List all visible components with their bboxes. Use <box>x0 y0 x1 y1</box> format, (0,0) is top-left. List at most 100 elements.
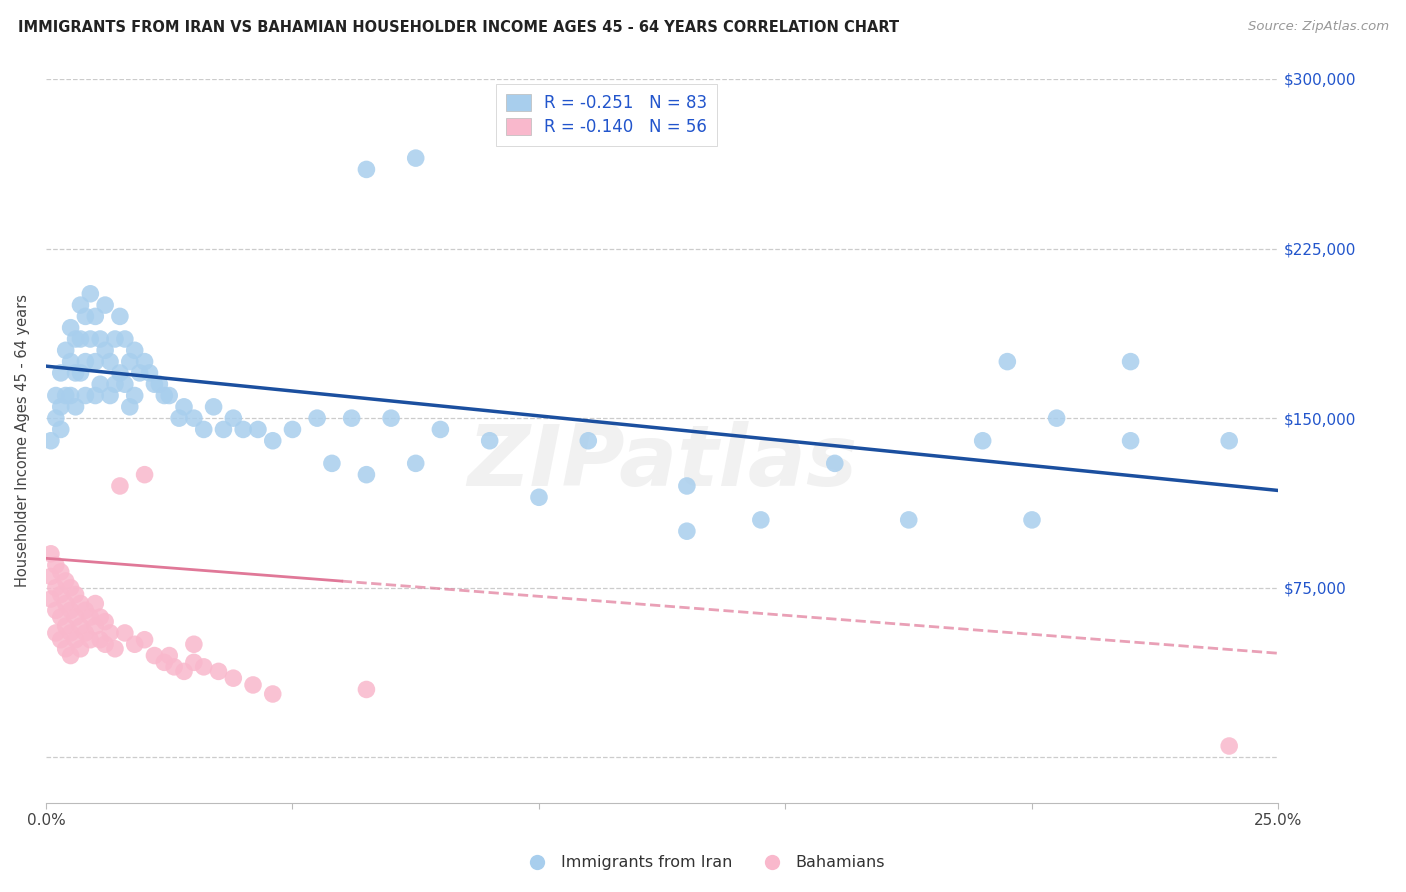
Point <box>39 434 62 448</box>
Point <box>104 377 127 392</box>
Point <box>676 524 699 539</box>
Point <box>45 581 67 595</box>
Point <box>202 400 225 414</box>
Point <box>59 581 82 595</box>
Point <box>45 626 67 640</box>
Point <box>45 558 67 573</box>
Point <box>281 422 304 436</box>
Point <box>55 641 77 656</box>
Point <box>356 467 378 482</box>
Point <box>1119 434 1142 448</box>
Point <box>98 626 121 640</box>
Point <box>49 587 72 601</box>
Point <box>118 354 141 368</box>
Point <box>84 619 107 633</box>
Point <box>114 626 136 640</box>
Point <box>39 592 62 607</box>
Point <box>59 603 82 617</box>
Point <box>356 682 378 697</box>
Point <box>124 388 146 402</box>
Legend: Immigrants from Iran, Bahamians: Immigrants from Iran, Bahamians <box>515 849 891 877</box>
Point <box>89 610 111 624</box>
Point <box>153 388 176 402</box>
Point <box>128 366 150 380</box>
Point <box>84 310 107 324</box>
Point <box>167 411 190 425</box>
Point <box>45 388 67 402</box>
Point <box>749 513 772 527</box>
Point <box>79 632 101 647</box>
Point <box>676 479 699 493</box>
Point <box>69 366 91 380</box>
Point <box>69 332 91 346</box>
Point <box>138 366 160 380</box>
Point <box>89 332 111 346</box>
Point <box>104 641 127 656</box>
Point <box>262 434 284 448</box>
Point <box>108 310 131 324</box>
Point <box>114 377 136 392</box>
Point <box>972 434 994 448</box>
Point <box>59 354 82 368</box>
Point <box>59 388 82 402</box>
Point <box>108 366 131 380</box>
Point <box>79 610 101 624</box>
Point <box>75 388 97 402</box>
Legend: R = -0.251   N = 83, R = -0.140   N = 56: R = -0.251 N = 83, R = -0.140 N = 56 <box>496 84 717 146</box>
Point <box>478 434 501 448</box>
Point <box>108 479 131 493</box>
Point <box>75 354 97 368</box>
Point <box>49 632 72 647</box>
Point <box>262 687 284 701</box>
Point <box>65 332 87 346</box>
Point <box>173 400 195 414</box>
Point <box>148 377 170 392</box>
Point <box>55 388 77 402</box>
Y-axis label: Householder Income Ages 45 - 64 years: Householder Income Ages 45 - 64 years <box>15 294 30 587</box>
Point <box>157 388 180 402</box>
Point <box>153 656 176 670</box>
Point <box>143 377 166 392</box>
Point <box>193 660 215 674</box>
Point <box>94 343 117 358</box>
Point <box>55 343 77 358</box>
Point <box>246 422 269 436</box>
Point <box>75 603 97 617</box>
Point <box>45 603 67 617</box>
Point <box>1021 513 1043 527</box>
Point <box>55 619 77 633</box>
Point <box>84 354 107 368</box>
Point <box>527 490 550 504</box>
Point <box>157 648 180 663</box>
Point <box>94 637 117 651</box>
Point <box>134 632 156 647</box>
Point <box>79 286 101 301</box>
Point <box>49 400 72 414</box>
Point <box>69 619 91 633</box>
Point <box>222 411 245 425</box>
Point <box>134 467 156 482</box>
Point <box>75 626 97 640</box>
Point <box>1119 354 1142 368</box>
Point <box>89 377 111 392</box>
Point <box>94 615 117 629</box>
Point <box>405 456 427 470</box>
Point <box>49 610 72 624</box>
Point <box>84 597 107 611</box>
Point <box>134 354 156 368</box>
Point <box>65 587 87 601</box>
Point <box>222 671 245 685</box>
Point <box>183 637 205 651</box>
Point <box>75 310 97 324</box>
Point <box>39 547 62 561</box>
Point <box>104 332 127 346</box>
Point <box>65 610 87 624</box>
Point <box>307 411 329 425</box>
Point <box>59 648 82 663</box>
Point <box>232 422 254 436</box>
Point <box>69 298 91 312</box>
Point <box>405 151 427 165</box>
Point <box>114 332 136 346</box>
Point <box>207 665 229 679</box>
Point <box>69 641 91 656</box>
